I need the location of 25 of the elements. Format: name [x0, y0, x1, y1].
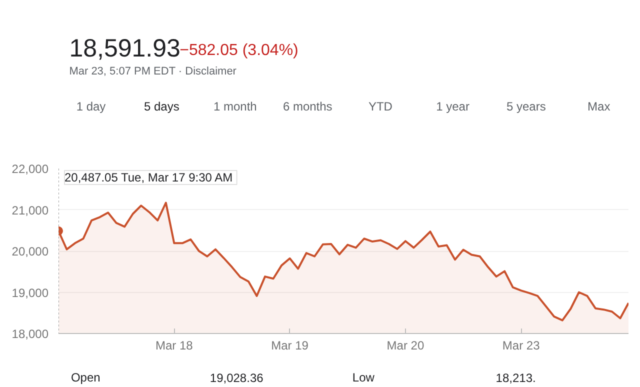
text: Open	[70, 370, 100, 384]
text: YTD	[368, 100, 393, 114]
y-tick-label: 22,000	[12, 162, 49, 176]
y-tick-label: 18,000	[12, 327, 49, 341]
text: 1 month	[213, 100, 257, 114]
y-tick-label: 21,000	[12, 203, 49, 218]
text: 6 months	[282, 100, 332, 114]
text: Low	[352, 370, 375, 384]
text: 1 year	[436, 100, 470, 114]
annotation: 20,487.05 Tue, Mar 17 9:30 AM	[64, 170, 233, 184]
text: 18,213.	[496, 371, 536, 385]
text: 5 days	[144, 100, 180, 114]
x-tick-label: Mar 23	[502, 338, 540, 352]
text: Max	[588, 100, 610, 114]
y-tick-label: 19,000	[12, 286, 49, 300]
text: Mar 23, 5:07 PM EDT · Disclaimer	[69, 66, 237, 78]
chart-title: 18,591.93	[69, 34, 180, 62]
text: 19,028.36	[210, 371, 264, 385]
x-tick-label: Mar 20	[386, 338, 424, 352]
y-tick-label: 20,000	[12, 244, 49, 258]
x-tick-label: Mar 18	[155, 338, 194, 352]
text: 5 years	[506, 100, 546, 114]
x-tick-label: Mar 19	[271, 338, 309, 352]
text: 1 day	[76, 100, 106, 114]
chart-subtitle: −582.05 (3.04%)	[180, 42, 298, 59]
